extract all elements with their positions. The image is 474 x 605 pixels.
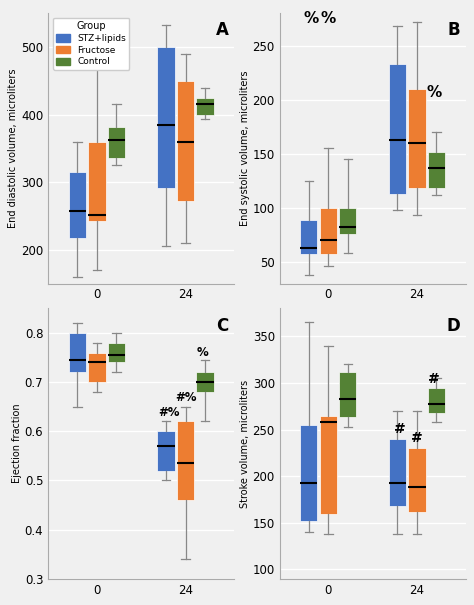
Text: #: # [394, 422, 406, 436]
Text: #: # [411, 431, 423, 445]
Text: %: % [196, 345, 208, 359]
Text: C: C [217, 316, 228, 335]
PathPatch shape [157, 431, 174, 471]
Text: D: D [447, 316, 460, 335]
PathPatch shape [69, 172, 86, 238]
PathPatch shape [428, 388, 445, 413]
PathPatch shape [428, 152, 445, 188]
PathPatch shape [409, 89, 426, 188]
PathPatch shape [320, 208, 337, 254]
Y-axis label: End systolic volume, microliters: End systolic volume, microliters [240, 71, 250, 226]
PathPatch shape [108, 126, 125, 158]
PathPatch shape [177, 422, 194, 500]
PathPatch shape [389, 64, 406, 194]
Text: %: % [426, 85, 441, 100]
Y-axis label: End diastolic volume, microliters: End diastolic volume, microliters [9, 68, 18, 228]
PathPatch shape [69, 333, 86, 372]
PathPatch shape [177, 81, 194, 201]
PathPatch shape [88, 353, 106, 382]
Y-axis label: Ejection fraction: Ejection fraction [12, 404, 22, 483]
PathPatch shape [301, 425, 318, 521]
Text: #%: #% [158, 406, 180, 419]
PathPatch shape [389, 439, 406, 506]
PathPatch shape [196, 372, 214, 392]
PathPatch shape [157, 47, 174, 188]
Legend: STZ+lipids, Fructose, Control: STZ+lipids, Fructose, Control [53, 18, 129, 70]
Text: B: B [447, 21, 460, 39]
Text: %: % [321, 11, 336, 26]
Text: #: # [428, 372, 440, 386]
PathPatch shape [339, 208, 356, 234]
Text: #%: #% [175, 391, 196, 404]
PathPatch shape [409, 448, 426, 512]
Y-axis label: Stroke volume, microliters: Stroke volume, microliters [240, 379, 250, 508]
Text: %: % [304, 11, 319, 26]
PathPatch shape [320, 416, 337, 514]
PathPatch shape [301, 220, 318, 254]
Text: A: A [216, 21, 228, 39]
PathPatch shape [108, 343, 125, 362]
PathPatch shape [196, 97, 214, 114]
PathPatch shape [88, 142, 106, 221]
PathPatch shape [339, 372, 356, 417]
